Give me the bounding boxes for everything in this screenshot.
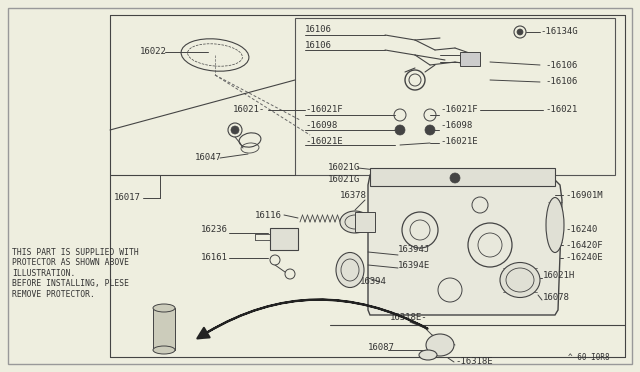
Text: -16021F: -16021F <box>305 106 342 115</box>
Bar <box>270 228 298 250</box>
Circle shape <box>395 125 405 135</box>
Text: -16021E: -16021E <box>440 137 477 145</box>
Text: 16318E-: 16318E- <box>390 314 428 323</box>
Text: 16078: 16078 <box>543 294 570 302</box>
Ellipse shape <box>500 263 540 298</box>
Bar <box>295 18 615 175</box>
Text: -16106: -16106 <box>545 77 577 87</box>
Text: -16420F: -16420F <box>565 241 603 250</box>
Polygon shape <box>368 175 562 315</box>
Text: -16240E: -16240E <box>565 253 603 263</box>
Text: ^ 60 I0R8: ^ 60 I0R8 <box>568 353 610 362</box>
Bar <box>460 52 480 66</box>
Bar <box>370 168 555 186</box>
Text: 16394J: 16394J <box>398 246 430 254</box>
Ellipse shape <box>340 211 370 233</box>
Text: 16378: 16378 <box>340 190 367 199</box>
Circle shape <box>425 125 435 135</box>
Text: -16106: -16106 <box>545 61 577 70</box>
Text: -16021E: -16021E <box>305 137 342 145</box>
Text: 16021G: 16021G <box>328 164 360 173</box>
Text: THIS PART IS SUPPLIED WITH
PROTECTOR AS SHOWN ABOVE
ILLUSTRATION.
BEFORE INSTALL: THIS PART IS SUPPLIED WITH PROTECTOR AS … <box>12 248 139 299</box>
Text: 16106: 16106 <box>305 42 332 51</box>
FancyArrowPatch shape <box>197 299 428 339</box>
Bar <box>153 308 175 350</box>
Circle shape <box>517 29 523 35</box>
Text: -16098: -16098 <box>305 122 337 131</box>
Text: -16901M: -16901M <box>565 190 603 199</box>
Ellipse shape <box>153 304 175 312</box>
Text: 16017: 16017 <box>114 193 141 202</box>
Text: 16106: 16106 <box>305 26 332 35</box>
Text: 16021G: 16021G <box>328 176 360 185</box>
Text: 16021-: 16021- <box>233 106 265 115</box>
Bar <box>355 212 375 232</box>
Circle shape <box>231 126 239 134</box>
Text: 16022: 16022 <box>140 48 167 57</box>
Text: 16021H: 16021H <box>543 270 575 279</box>
Text: -16134G: -16134G <box>540 28 578 36</box>
Text: 16394: 16394 <box>360 278 387 286</box>
Text: 16236: 16236 <box>201 225 228 234</box>
Text: 16161: 16161 <box>201 253 228 263</box>
Ellipse shape <box>546 198 564 253</box>
Text: 16394E: 16394E <box>398 260 430 269</box>
Ellipse shape <box>336 253 364 288</box>
Text: -16098: -16098 <box>440 122 472 131</box>
Text: -16021: -16021 <box>545 106 577 115</box>
Text: -16021F: -16021F <box>440 106 477 115</box>
Text: 16116: 16116 <box>255 211 282 219</box>
Text: 16087: 16087 <box>368 343 395 353</box>
Ellipse shape <box>153 346 175 354</box>
Text: 16047: 16047 <box>195 154 222 163</box>
Ellipse shape <box>419 350 437 360</box>
Circle shape <box>450 173 460 183</box>
Text: -16318E: -16318E <box>455 357 493 366</box>
Text: -16240: -16240 <box>565 225 597 234</box>
Ellipse shape <box>426 334 454 356</box>
